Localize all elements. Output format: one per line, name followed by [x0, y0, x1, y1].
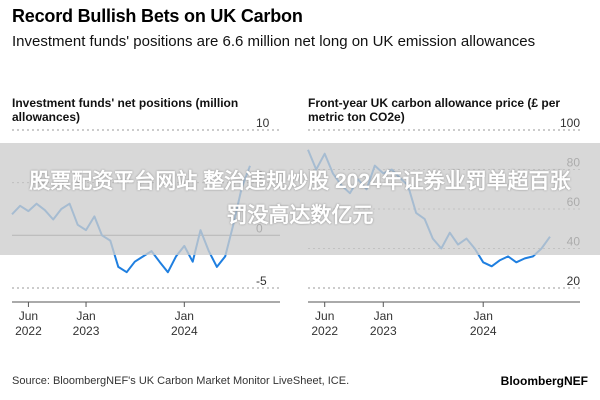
right-y-tick-label: 20	[567, 274, 581, 288]
left-x-tick-label: 2024	[171, 324, 198, 338]
right-y-tick-label: 100	[560, 116, 580, 130]
left-y-tick-label: -5	[256, 274, 267, 288]
left-panel-title: Investment funds' net positions (million…	[12, 96, 239, 124]
left-x-tick-label: 2023	[73, 324, 100, 338]
left-y-tick-label: 10	[256, 116, 270, 130]
overlay-banner-text: 股票配资平台网站 整治违规炒股 2024年证券业罚单超百张 罚没高达数亿元	[29, 170, 571, 227]
left-x-tick-label: Jan	[175, 309, 194, 323]
chart-title: Record Bullish Bets on UK Carbon	[12, 6, 303, 26]
right-x-tick-label: Jan	[474, 309, 493, 323]
right-panel-title: Front-year UK carbon allowance price (£ …	[308, 96, 561, 124]
right-x-tick-label: Jun	[315, 309, 334, 323]
right-x-tick-label: Jan	[374, 309, 393, 323]
right-x-tick-label: 2024	[470, 324, 497, 338]
left-x-tick-label: 2022	[15, 324, 42, 338]
right-x-tick-label: 2023	[370, 324, 397, 338]
brand-logo: BloombergNEF	[500, 374, 588, 388]
right-x-tick-label: 2022	[311, 324, 338, 338]
overlay-banner: 股票配资平台网站 整治违规炒股 2024年证券业罚单超百张 罚没高达数亿元	[0, 143, 600, 255]
chart-subtitle: Investment funds' positions are 6.6 mill…	[12, 33, 536, 50]
left-x-tick-label: Jun	[19, 309, 38, 323]
source-note: Source: BloombergNEF's UK Carbon Market …	[12, 375, 350, 387]
left-x-tick-label: Jan	[76, 309, 95, 323]
